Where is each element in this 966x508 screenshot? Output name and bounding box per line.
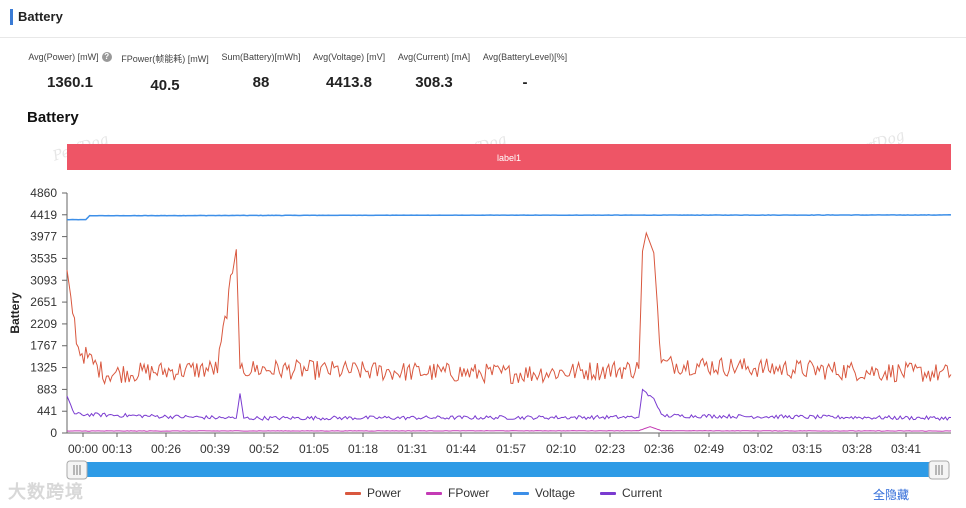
section-title: Battery	[18, 9, 63, 24]
label-band	[67, 144, 951, 170]
metric-label: Avg(Current) [mA]	[397, 52, 471, 62]
y-tick-label: 4419	[30, 208, 57, 222]
series-line-current	[66, 388, 952, 421]
x-tick-label: 03:15	[792, 442, 822, 456]
x-tick-label: 01:31	[397, 442, 427, 456]
range-slider-end-handle	[928, 460, 950, 480]
y-tick-label: 1325	[30, 361, 57, 375]
legend-item-power[interactable]: Power	[345, 486, 401, 500]
metric-label: FPower(帧能耗) [mW]	[121, 54, 209, 64]
metric-value: 88	[252, 74, 270, 91]
metric-avg-current: Avg(Current) [mA] 308.3	[384, 52, 484, 91]
x-tick-label: 03:28	[842, 442, 872, 456]
metric-avg-voltage: Avg(Voltage) [mV] 4413.8	[299, 52, 399, 91]
metric-label: Avg(Power) [mW]	[28, 52, 99, 62]
range-slider-track	[70, 462, 942, 477]
x-tick-label: 02:36	[644, 442, 674, 456]
legend-item-current[interactable]: Current	[600, 486, 662, 500]
brand-watermark: 大数跨境	[8, 482, 84, 502]
x-tick-label: 02:10	[546, 442, 576, 456]
x-tick-label: 00:13	[102, 442, 132, 456]
label-band-text: label1	[497, 153, 521, 163]
x-tick-label: 00:00	[68, 442, 98, 456]
legend-swatch	[426, 491, 442, 495]
legend-item-fpower[interactable]: FPower	[426, 486, 489, 500]
y-tick-label: 2651	[30, 295, 57, 309]
series-line-power	[66, 231, 952, 386]
series-line-fpower	[66, 426, 952, 432]
watermark: PerfDog	[846, 127, 907, 161]
x-tick-label: 00:52	[249, 442, 279, 456]
y-tick-label: 3977	[30, 230, 57, 244]
metric-fpower: FPower(帧能耗) [mW] 40.5	[115, 52, 215, 94]
x-tick-label: 01:57	[496, 442, 526, 456]
x-tick-label: 01:05	[299, 442, 329, 456]
y-tick-label: 1767	[30, 339, 57, 353]
x-tick-label: 02:23	[595, 442, 625, 456]
metric-value: -	[522, 74, 528, 91]
x-tick-label: 01:44	[446, 442, 476, 456]
y-tick-label: 0	[50, 426, 57, 440]
x-tick-label: 00:26	[151, 442, 181, 456]
metric-value: 40.5	[150, 77, 180, 94]
drag-handle-icon	[66, 460, 88, 480]
y-tick-label: 4860	[30, 186, 57, 200]
drag-handle-icon	[928, 460, 950, 480]
help-circle-icon[interactable]: ?	[101, 52, 112, 62]
watermark: PerfDog	[50, 131, 111, 165]
chart-title: Battery	[27, 109, 79, 126]
y-tick-label: 883	[37, 382, 57, 396]
metric-value: 308.3	[415, 74, 453, 91]
legend-swatch	[513, 491, 529, 495]
legend-item-voltage[interactable]: Voltage	[513, 486, 575, 500]
watermark: PerfDog	[448, 131, 509, 165]
metric-label: Avg(BatteryLevel)[%]	[482, 52, 568, 62]
metric-label: Sum(Battery)[mWh]	[221, 52, 301, 62]
y-axis-label: Battery	[8, 292, 22, 334]
y-tick-label: 3535	[30, 251, 57, 265]
y-tick-label: 2209	[30, 317, 57, 331]
metric-label: Avg(Voltage) [mV]	[312, 52, 386, 62]
section-accent-bar	[10, 9, 13, 25]
legend-label: Power	[367, 486, 402, 500]
legend-label: Voltage	[535, 486, 576, 500]
section-header: Battery	[0, 0, 966, 38]
y-tick-label: 3093	[30, 273, 57, 287]
legend-swatch	[345, 491, 361, 495]
x-tick-label: 00:39	[200, 442, 230, 456]
x-tick-label: 03:41	[891, 442, 921, 456]
metric-sum-battery: Sum(Battery)[mWh] 88	[211, 52, 311, 91]
x-tick-label: 02:49	[694, 442, 724, 456]
legend-label: FPower	[448, 486, 490, 500]
range-slider-start-handle	[66, 460, 88, 480]
metric-value: 1360.1	[47, 74, 93, 91]
metric-value: 4413.8	[326, 74, 372, 91]
y-tick-label: 441	[37, 404, 57, 418]
legend-swatch	[600, 491, 616, 495]
series-line-voltage	[66, 214, 952, 221]
hide-all-button[interactable]: 全隐藏	[873, 488, 910, 502]
x-tick-label: 03:02	[743, 442, 773, 456]
legend-label: Current	[622, 486, 663, 500]
metric-avg-battery-level: Avg(BatteryLevel)[%] -	[475, 52, 575, 91]
x-tick-label: 01:18	[348, 442, 378, 456]
metric-avg-power: Avg(Power) [mW] ? 1360.1	[20, 52, 120, 91]
